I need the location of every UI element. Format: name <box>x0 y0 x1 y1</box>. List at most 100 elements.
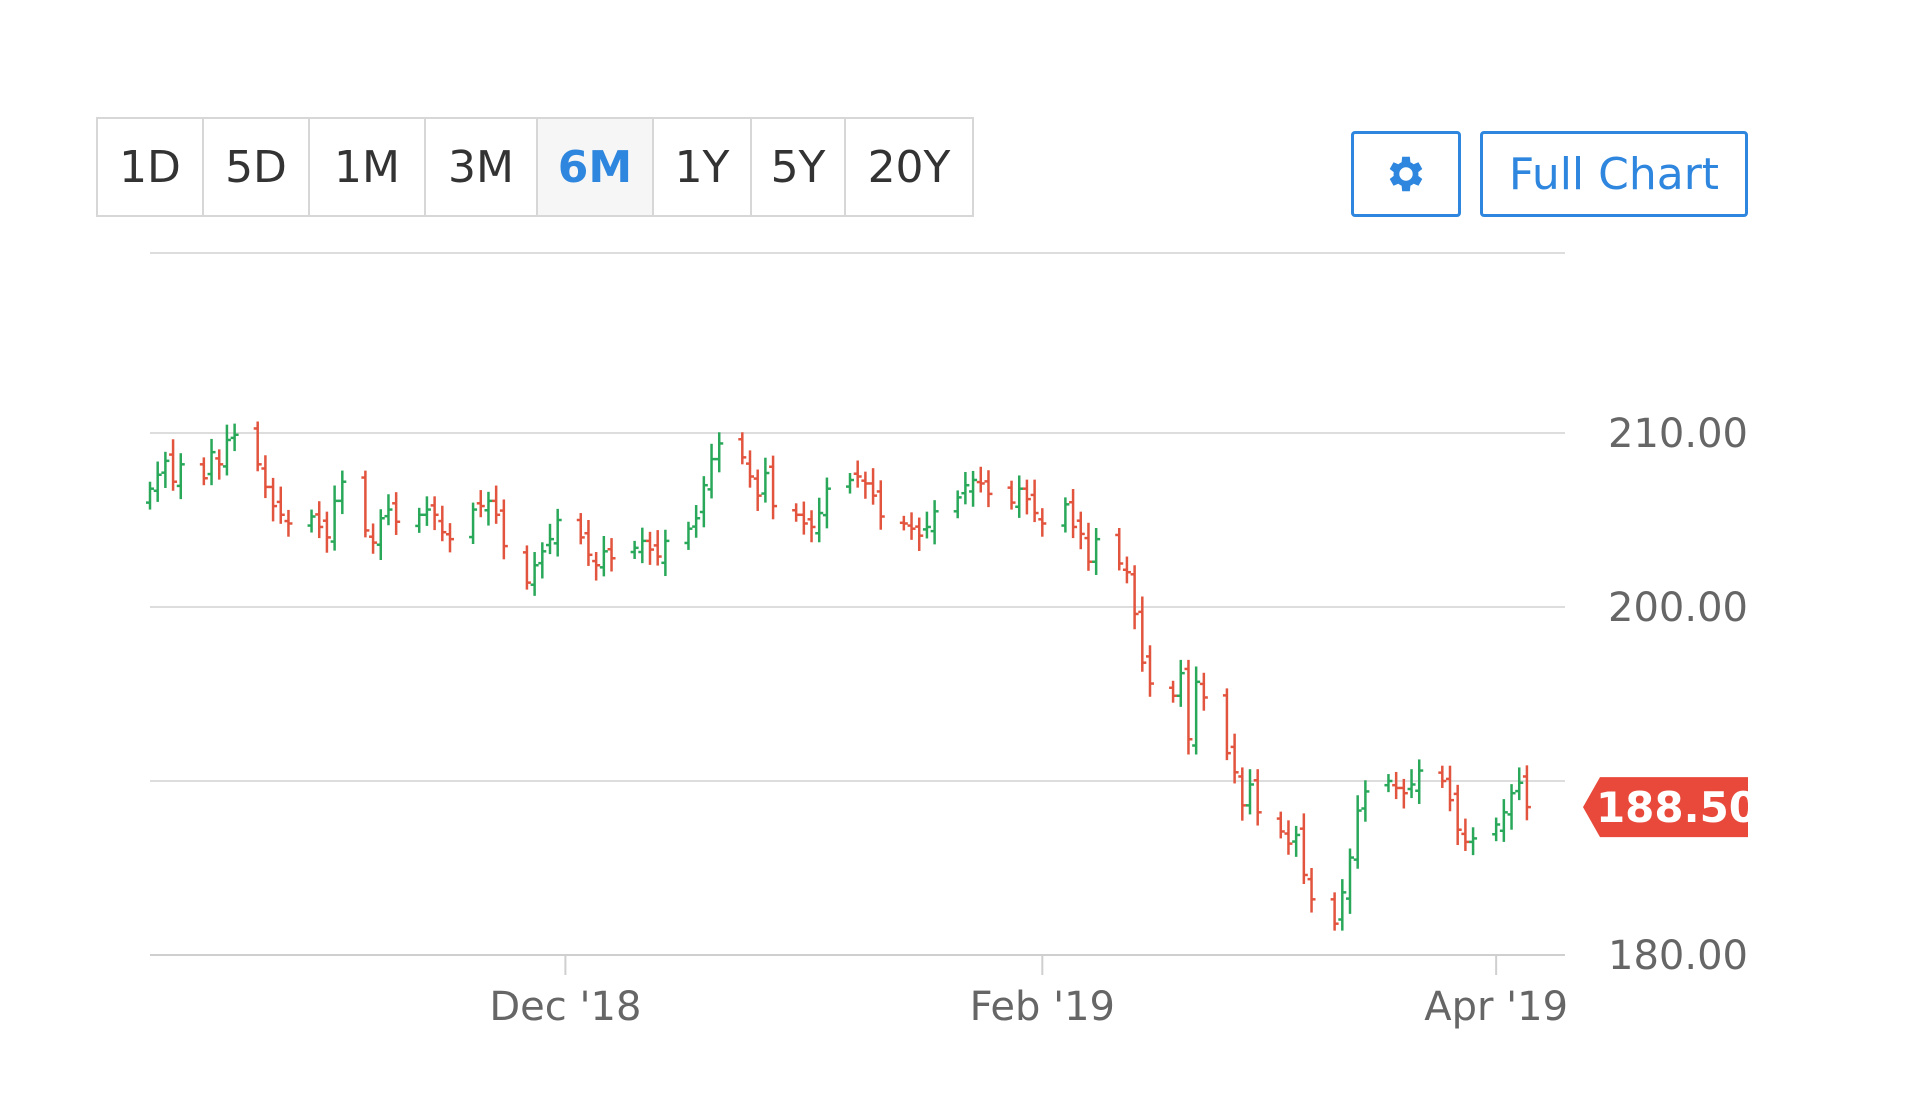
ohlc-bar <box>1115 528 1124 571</box>
ohlc-bar <box>322 511 331 553</box>
ohlc-bar <box>1122 556 1131 584</box>
ohlc-bar <box>1499 799 1508 842</box>
ohlc-bar <box>230 423 239 452</box>
ohlc-bar <box>1469 827 1478 856</box>
ohlc-bar <box>392 492 401 535</box>
ohlc-bar <box>807 510 816 543</box>
ohlc-bar <box>1361 780 1370 822</box>
range-button-5y[interactable]: 5Y <box>752 119 846 215</box>
ohlc-bar <box>484 491 493 526</box>
ohlc-bar <box>415 507 424 533</box>
ohlc-bar <box>984 470 993 508</box>
ohlc-bar <box>861 471 870 499</box>
ohlc-bar <box>630 540 639 559</box>
ohlc-bar <box>1461 818 1470 851</box>
ohlc-bar <box>199 457 208 486</box>
x-tick-label: Feb '19 <box>970 984 1115 1030</box>
ohlc-bar <box>546 523 554 555</box>
ohlc-bar <box>1022 479 1031 515</box>
range-button-20y[interactable]: 20Y <box>867 141 951 193</box>
ohlc-bar <box>646 531 654 565</box>
ohlc-bar <box>330 485 339 551</box>
ohlc-bar <box>1338 879 1347 931</box>
ohlc-bar <box>692 505 701 538</box>
range-button-1y[interactable]: 1Y <box>654 119 752 215</box>
ohlc-bar <box>1238 767 1247 821</box>
ohlc-bar <box>146 481 154 510</box>
last-price-badge: 188.50 <box>1583 777 1758 838</box>
ohlc-bar <box>761 457 770 503</box>
ohlc-bar <box>822 477 831 529</box>
y-tick-label: 210.00 <box>1608 411 1748 457</box>
range-button-1m[interactable]: 1M <box>310 119 426 215</box>
ohlc-bar <box>553 508 562 557</box>
ohlc-bar <box>1222 688 1231 761</box>
ohlc-bar <box>253 421 262 472</box>
range-button-5d[interactable]: 5D <box>204 119 310 215</box>
ohlc-bar <box>715 432 724 473</box>
range-button-6m[interactable]: 6M <box>538 119 654 215</box>
ohlc-bar <box>1007 480 1016 510</box>
ohlc-bar <box>699 476 708 528</box>
ohlc-bar <box>930 500 939 545</box>
ohlc-bar <box>1346 848 1354 914</box>
ohlc-bar <box>1192 666 1201 755</box>
ohlc-bar <box>176 453 185 500</box>
range-button-3m[interactable]: 3M <box>426 119 538 215</box>
ohlc-bar <box>961 471 970 505</box>
ohlc-bar <box>1069 489 1078 539</box>
x-tick-label: Dec '18 <box>489 984 641 1030</box>
ohlc-bar <box>1522 765 1531 821</box>
settings-button[interactable] <box>1351 131 1461 217</box>
ohlc-bar <box>746 450 754 488</box>
ohlc-bar <box>476 490 485 518</box>
ohlc-bar <box>1438 765 1447 788</box>
ohlc-bar <box>499 499 508 560</box>
ohlc-bar <box>1446 765 1454 812</box>
ohlc-bar <box>599 536 608 577</box>
ohlc-bar <box>1092 528 1101 575</box>
ohlc-bar <box>769 455 778 520</box>
ohlc-bar <box>1284 820 1293 855</box>
ohlc-bar <box>1515 767 1524 801</box>
ohlc-bar <box>361 470 370 538</box>
x-tick-label: Apr '19 <box>1424 984 1568 1030</box>
ohlc-bar <box>1384 774 1393 793</box>
range-selector: 1D 5D 1M 3M 6M 1Y 5Y 20Y <box>96 117 974 217</box>
ohlc-bar <box>1453 784 1462 846</box>
ohlc-bar <box>707 443 716 499</box>
ohlc-bar <box>369 523 378 554</box>
ohlc-bar <box>1353 795 1362 869</box>
full-chart-button[interactable]: Full Chart <box>1480 131 1748 217</box>
ohlc-bar <box>430 496 439 531</box>
ohlc-bar <box>438 505 447 542</box>
ohlc-bar <box>376 509 385 561</box>
ohlc-bar <box>276 486 285 524</box>
ohlc-bar <box>1176 659 1185 707</box>
ohlc-bar <box>215 449 224 480</box>
ohlc-bar <box>953 490 962 519</box>
ohlc-bar <box>846 473 854 494</box>
ohlc-bar <box>1330 892 1339 931</box>
ohlc-bar <box>315 501 324 539</box>
y-tick-label: 200.00 <box>1608 585 1748 631</box>
ohlc-bar <box>307 509 316 533</box>
ohlc-bar <box>1307 868 1316 913</box>
ohlc-bar <box>1199 672 1208 711</box>
ohlc-bar <box>153 461 162 502</box>
ohlc-bar <box>684 521 693 550</box>
ohlc-bar <box>261 455 270 499</box>
ohlc-bar <box>1038 508 1047 537</box>
ohlc-bar <box>269 477 278 522</box>
ohlc-bar <box>1146 645 1154 697</box>
ohlc-bar <box>576 513 585 545</box>
ohlc-bar <box>492 485 501 524</box>
ohlc-bar <box>1230 733 1239 784</box>
ohlc-bar <box>653 530 662 566</box>
ohlc-bar <box>799 501 808 535</box>
range-button-1d[interactable]: 1D <box>98 119 204 215</box>
ohlc-bar <box>1392 771 1401 800</box>
ohlc-bar <box>1276 811 1285 839</box>
ohlc-bar <box>1076 511 1085 550</box>
